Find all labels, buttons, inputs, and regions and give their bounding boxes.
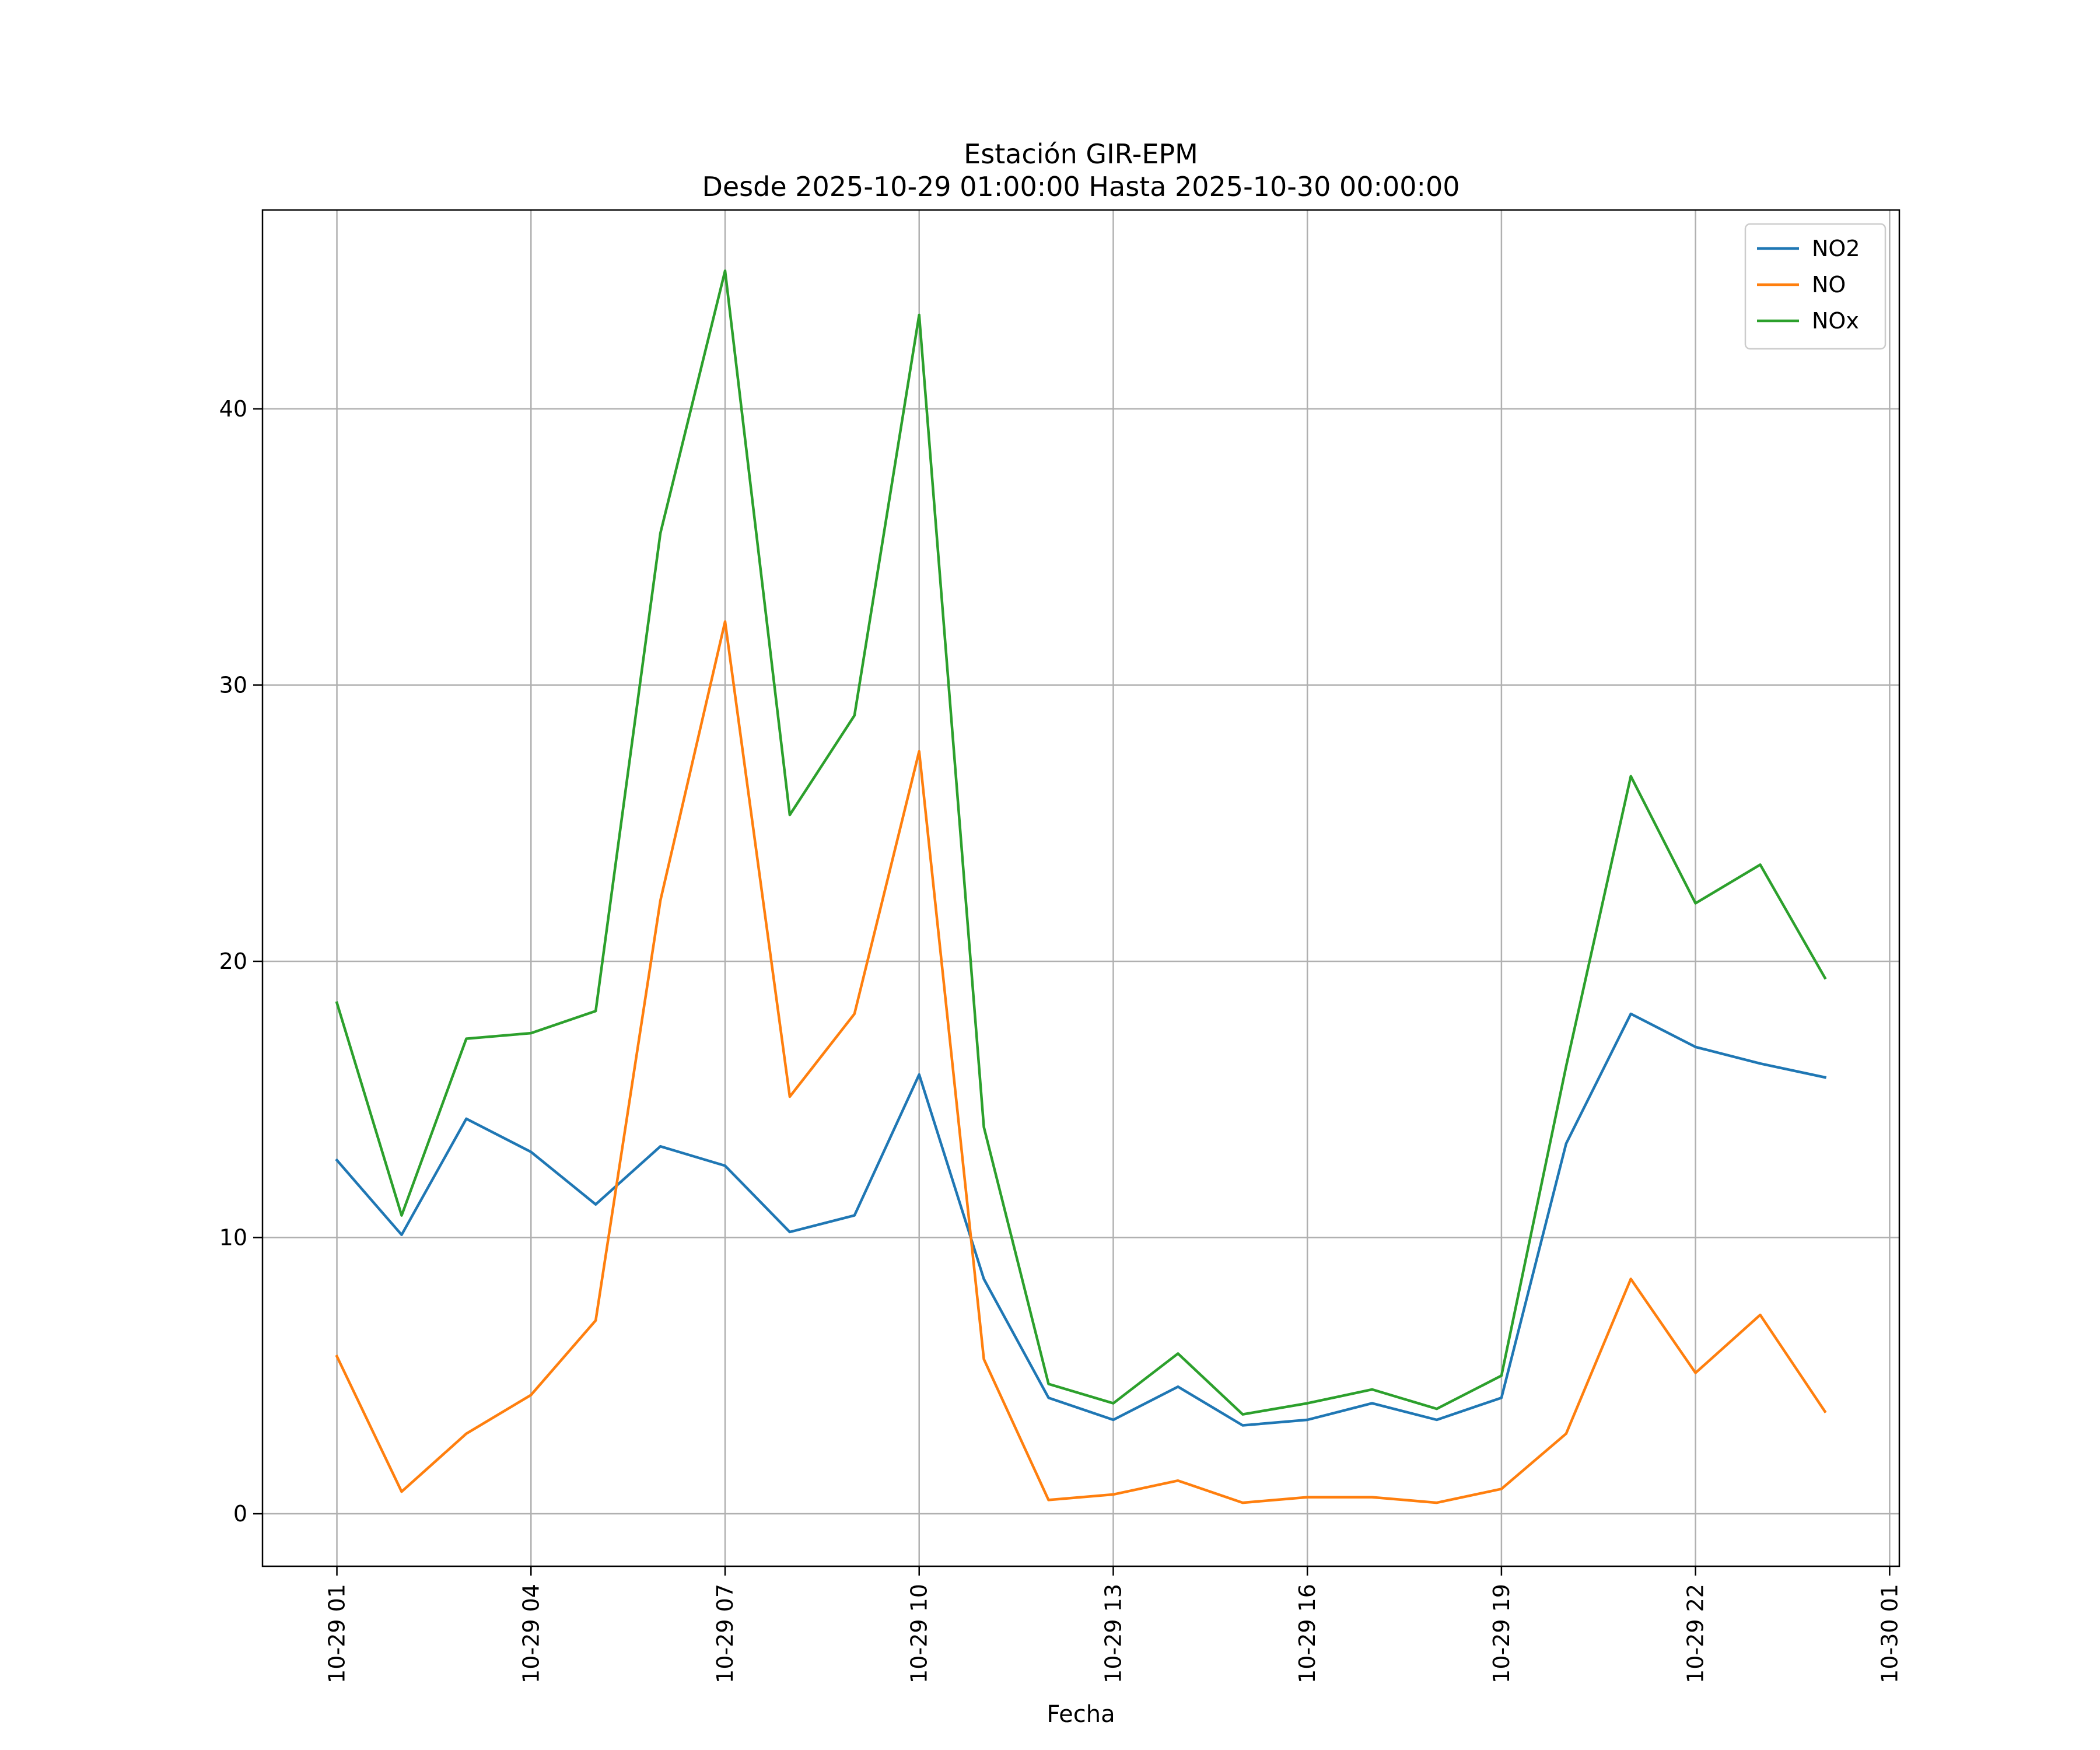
- series-lines: [335, 269, 1827, 1504]
- y-tick-label: 0: [233, 1501, 247, 1527]
- x-tick-label: 10-29 16: [1294, 1584, 1320, 1684]
- series-no2-line: [335, 1012, 1827, 1427]
- y-tick-label: 10: [219, 1225, 247, 1251]
- y-axis-ticks: 0 10 20 30 40: [219, 396, 262, 1527]
- legend: NO2 NO NOx: [1744, 223, 1887, 350]
- x-tick-label: 10-29 22: [1683, 1584, 1709, 1684]
- legend-label-no: NO: [1812, 272, 1846, 298]
- x-tick-label: 10-30 01: [1877, 1584, 1902, 1684]
- x-tick-label: 10-29 07: [712, 1584, 738, 1684]
- series-no-line: [335, 620, 1827, 1504]
- x-tick-label: 10-29 04: [518, 1584, 544, 1684]
- x-tick-label: 10-29 01: [324, 1584, 350, 1684]
- y-tick-label: 20: [219, 949, 247, 974]
- x-axis-ticks: 10-29 01 10-29 04 10-29 07 10-29 10 10-29 13…: [324, 1566, 1902, 1684]
- plot-frame: [261, 209, 1901, 1567]
- grid-lines: [262, 210, 1899, 1566]
- chart-subtitle: Desde 2025-10-29 01:00:00 Hasta 2025-10-…: [702, 171, 1460, 202]
- legend-box: [1744, 223, 1887, 350]
- legend-label-no2: NO2: [1812, 236, 1860, 261]
- x-tick-label: 10-29 10: [907, 1584, 932, 1684]
- chart-title: Estación GIR-EPM: [964, 138, 1198, 170]
- x-axis-label: Fecha: [1046, 1701, 1115, 1728]
- y-tick-label: 30: [219, 672, 247, 698]
- x-tick-label: 10-29 13: [1100, 1584, 1126, 1684]
- y-tick-label: 40: [219, 396, 247, 422]
- legend-label-nox: NOx: [1812, 308, 1859, 334]
- x-tick-label: 10-29 19: [1489, 1584, 1514, 1684]
- series-nox-line: [335, 269, 1827, 1416]
